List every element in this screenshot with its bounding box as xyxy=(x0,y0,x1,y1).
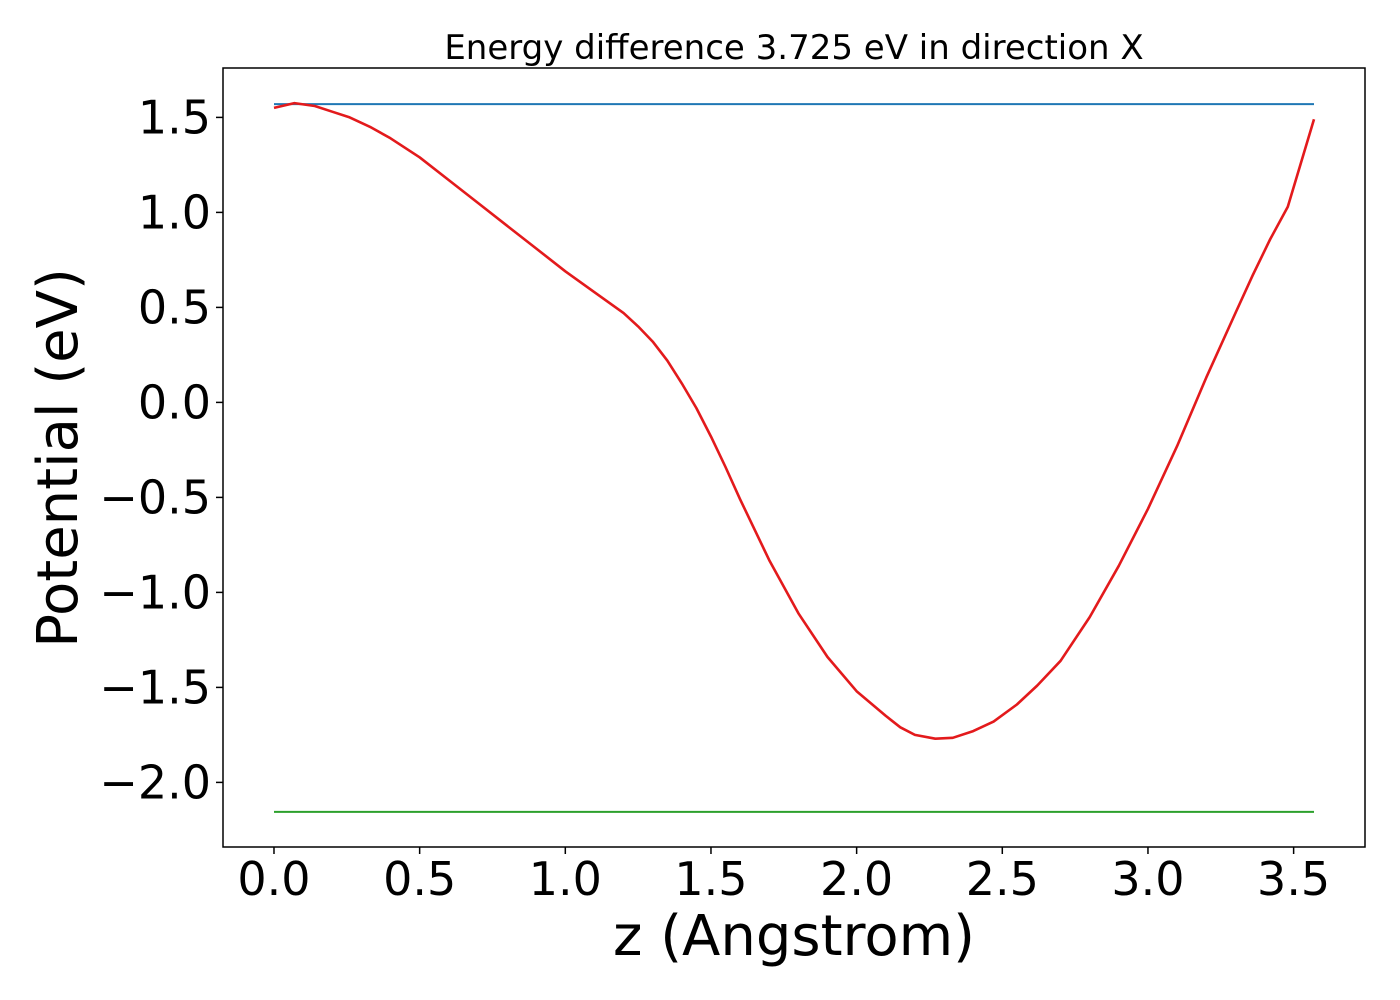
y-axis: 1.5 1.0 0.5 0.0 −0.5 −1.0 −1.5 −2.0 xyxy=(99,90,223,809)
y-axis-label: Potential (eV) xyxy=(26,268,91,648)
y-tick-label: −0.5 xyxy=(99,470,211,524)
y-tick-label: 0.5 xyxy=(138,280,211,334)
y-tick-label: 1.0 xyxy=(138,185,211,239)
axes-frame xyxy=(222,67,1366,848)
series-layer xyxy=(273,101,1316,813)
y-tick-label: −1.5 xyxy=(99,660,211,714)
series-line-2 xyxy=(273,101,1316,741)
chart-title: Energy difference 3.725 eV in direction … xyxy=(444,28,1143,68)
y-tick-label: 1.5 xyxy=(138,90,211,144)
x-tick-label: 3.0 xyxy=(1111,852,1184,906)
x-tick-label: 2.0 xyxy=(820,852,893,906)
x-tick-label: 1.5 xyxy=(674,852,747,906)
y-tick-label: −1.0 xyxy=(99,565,211,619)
x-axis-label: z (Angstrom) xyxy=(613,904,975,969)
x-tick-label: 1.0 xyxy=(529,852,602,906)
x-axis: 0.0 0.5 1.0 1.5 2.0 2.5 3.0 3.5 xyxy=(237,847,1330,906)
x-tick-label: 2.5 xyxy=(966,852,1039,906)
x-tick-label: 0.5 xyxy=(383,852,456,906)
y-tick-label: 0.0 xyxy=(138,375,211,429)
x-tick-label: 3.5 xyxy=(1257,852,1330,906)
y-tick-label: −2.0 xyxy=(99,755,211,809)
x-tick-label: 0.0 xyxy=(237,852,310,906)
